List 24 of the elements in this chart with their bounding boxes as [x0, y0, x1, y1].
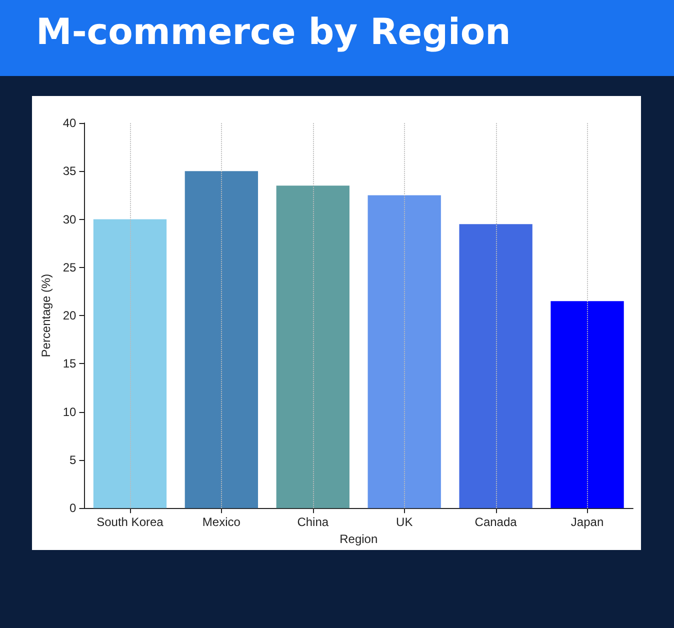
y-tick-label: 40 [62, 116, 77, 130]
y-tick-label: 25 [62, 260, 77, 274]
bar [276, 186, 350, 508]
bar [550, 301, 624, 508]
x-tick-label: Mexico [202, 515, 241, 530]
bar [368, 195, 441, 508]
x-tick-label: South Korea [96, 515, 164, 530]
y-tick-label: 10 [62, 404, 77, 419]
x-axis-title: Region [340, 532, 378, 546]
y-tick-label: 35 [62, 164, 77, 178]
y-axis-title: Percentage (%) [39, 274, 53, 358]
x-tick-label: China [297, 515, 329, 530]
y-tick-label: 15 [62, 356, 77, 371]
y-tick-label: 20 [62, 308, 77, 323]
x-tick-label: UK [396, 515, 413, 530]
y-tick-label: 30 [62, 212, 77, 226]
x-tick-label: Canada [474, 515, 518, 530]
chart-title: M-commerce by Region [36, 12, 511, 53]
bar [184, 171, 258, 508]
x-tick-label: Japan [570, 515, 604, 530]
bar [93, 219, 167, 508]
bar [459, 224, 532, 508]
y-tick-label: 0 [70, 501, 77, 516]
y-tick-label: 5 [70, 452, 77, 467]
